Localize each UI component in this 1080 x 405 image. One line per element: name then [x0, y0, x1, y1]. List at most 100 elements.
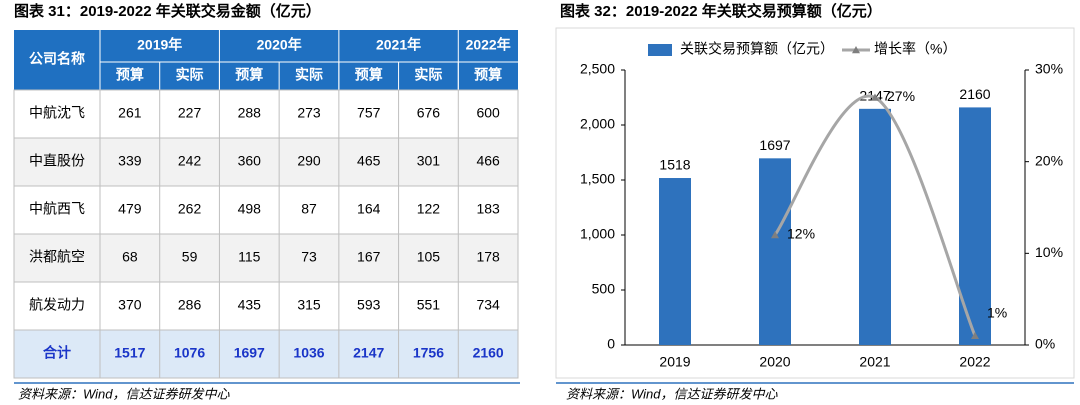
source: 资料来源：Wind，信达证券研发中心 [18, 386, 231, 401]
table-cell: 122 [417, 201, 441, 217]
header-cell: 2021年 [376, 37, 421, 53]
table-cell: 洪都航空 [29, 249, 85, 265]
table-row [13, 185, 519, 235]
x-tick-label: 2022 [959, 354, 990, 370]
legend-label: 增长率（%） [874, 41, 956, 57]
table-cell: 734 [476, 297, 500, 313]
table-cell: 370 [118, 297, 142, 313]
header-cell: 实际 [176, 67, 204, 83]
table-cell: 1036 [293, 345, 324, 361]
legend-label: 关联交易预算额（亿元） [680, 41, 834, 57]
legend-swatch [648, 44, 672, 56]
table-cell: 1076 [174, 345, 205, 361]
table-cell: 2147 [353, 345, 384, 361]
table-row [13, 233, 519, 283]
table-cell: 676 [417, 105, 441, 121]
table-cell: 288 [238, 105, 262, 121]
header-cell: 实际 [295, 67, 323, 83]
growth-label: 12% [787, 226, 815, 242]
table-cell: 290 [297, 153, 321, 169]
table-cell: 航发动力 [29, 297, 85, 313]
bar [859, 108, 891, 345]
table-cell: 2160 [473, 345, 504, 361]
table-cell: 757 [357, 105, 381, 121]
table-row [13, 329, 519, 379]
table-cell: 中航沈飞 [29, 105, 85, 121]
bar-label: 1518 [659, 157, 690, 173]
y2-tick-label: 20% [1035, 152, 1063, 168]
y2-tick-label: 30% [1035, 61, 1063, 77]
chart-frame [555, 27, 1075, 379]
y-tick-label: 2,500 [580, 61, 615, 77]
table-cell: 167 [357, 249, 381, 265]
y-tick-label: 0 [607, 336, 615, 352]
table-cell: 242 [178, 153, 202, 169]
growth-marker [871, 93, 879, 101]
table-cell: 315 [297, 297, 321, 313]
table-cell: 1697 [234, 345, 265, 361]
table-title: 图表 31：2019-2022 年关联交易金额（亿元） [14, 2, 321, 20]
table-row [13, 137, 519, 187]
x-tick-label: 2021 [859, 354, 890, 370]
y-tick-label: 1,500 [580, 171, 615, 187]
table-cell: 465 [357, 153, 381, 169]
bar [659, 178, 691, 345]
table-cell: 68 [122, 249, 138, 265]
header-cell: 预算 [355, 67, 383, 83]
bar-label: 1697 [759, 137, 790, 153]
chart-title: 图表 32：2019-2022 年关联交易预算额（亿元） [560, 2, 882, 20]
bar-label: 2160 [959, 86, 990, 102]
table-cell: 1517 [114, 345, 145, 361]
y-tick-label: 2,000 [580, 116, 615, 132]
table-cell: 261 [118, 105, 142, 121]
header-cell: 2022年 [466, 37, 511, 53]
table-cell: 183 [476, 201, 500, 217]
y2-tick-label: 0% [1035, 336, 1055, 352]
table-cell: 中航西飞 [29, 201, 85, 217]
table-cell: 227 [178, 105, 202, 121]
table-header [14, 30, 518, 90]
table-cell: 435 [238, 297, 262, 313]
growth-marker [971, 331, 979, 340]
header-cell: 预算 [474, 67, 502, 83]
x-tick-label: 2019 [659, 354, 690, 370]
table-cell: 合计 [43, 345, 71, 361]
table-cell: 286 [178, 297, 202, 313]
table-cell: 115 [238, 249, 261, 265]
y-tick-label: 500 [592, 281, 616, 297]
y2-tick-label: 10% [1035, 244, 1063, 260]
header-cell: 2019年 [137, 37, 182, 53]
table-cell: 593 [357, 297, 381, 313]
table-cell: 273 [297, 105, 321, 121]
table-cell: 105 [417, 249, 441, 265]
table-cell: 479 [118, 201, 142, 217]
bar [759, 158, 791, 345]
table-cell: 466 [476, 153, 500, 169]
table-cell: 87 [301, 201, 317, 217]
x-tick-label: 2020 [759, 354, 790, 370]
y-tick-label: 1,000 [580, 226, 615, 242]
table-cell: 1756 [413, 345, 444, 361]
table-cell: 600 [476, 105, 500, 121]
table-cell: 164 [357, 201, 381, 217]
growth-label: 27% [887, 88, 915, 104]
header-cell: 实际 [414, 67, 442, 83]
source: 资料来源：Wind，信达证券研发中心 [566, 386, 779, 401]
table-row [13, 89, 519, 139]
table-cell: 551 [417, 297, 441, 313]
table-cell: 498 [238, 201, 262, 217]
table-cell: 59 [182, 249, 198, 265]
legend-swatch [852, 46, 860, 54]
table-cell: 73 [301, 249, 317, 265]
table-cell: 339 [118, 153, 142, 169]
header-cell: 公司名称 [29, 51, 85, 67]
table-cell: 301 [417, 153, 441, 169]
table-cell: 178 [476, 249, 500, 265]
growth-label: 1% [987, 305, 1007, 321]
table-cell: 360 [238, 153, 262, 169]
growth-marker [771, 231, 779, 239]
header-cell: 预算 [116, 67, 144, 83]
table-row [13, 281, 519, 331]
table-cell: 中直股份 [29, 153, 85, 169]
